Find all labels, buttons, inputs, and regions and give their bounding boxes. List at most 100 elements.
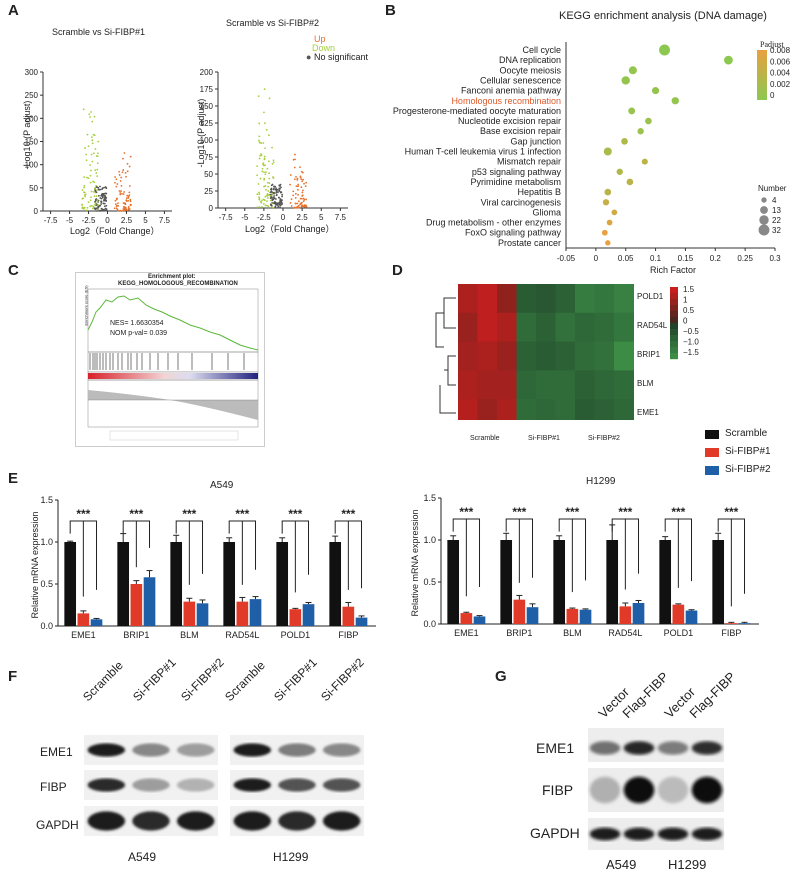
volcano-point [261,167,264,170]
bar [302,604,315,626]
gsea-curves [87,288,259,441]
panel-letter-d: D [392,262,403,279]
volcano-point [267,160,270,163]
heatmap-scale-cell [670,287,678,294]
volcano-ytick-label: 50 [29,184,38,193]
bar-category-label: BRIP1 [506,628,532,638]
bar-category-label: EME1 [71,630,96,640]
kegg-bubble [604,188,612,196]
number-legend-dot [761,197,767,203]
number-legend-label: 32 [772,226,781,235]
volcano-point [267,190,270,192]
volcano-point [102,192,105,195]
bar [329,542,342,626]
heatmap-cell [614,312,634,343]
volcano-point [90,190,93,193]
heatmap-scale-label: −1.0 [683,338,699,347]
bar [659,540,672,624]
heatmap-scale-cell [670,329,678,336]
volcano-point [120,190,122,192]
heatmap-cell [536,370,556,400]
volcano-point [269,197,272,200]
heatmap-cell [575,341,595,371]
volcano-point [273,192,275,195]
volcano-point [127,197,130,199]
blot-band [322,778,361,792]
volcano-point [265,188,267,191]
sig-stars: *** [182,507,196,521]
heatmap-cell [458,284,478,314]
volcano-point [93,115,96,118]
volcano-point [100,193,103,196]
volcano-ytick-label: 200 [25,114,39,123]
blot-band [278,811,316,831]
volcano-point [294,202,297,205]
volcano-point [125,197,128,200]
kegg-term: Cell cycle [522,45,561,55]
volcano-point [258,193,261,196]
volcano-point [81,203,83,206]
kegg-xtick-label: 0.05 [618,254,634,263]
volcano-point [101,188,103,191]
volcano-point [90,169,92,172]
volcano-point [264,122,266,125]
volcano-point [127,195,130,198]
volcano-point [122,206,125,208]
heatmap-cell [536,399,556,420]
bar-category-label: BLM [563,628,582,638]
volcano-point [95,172,98,174]
volcano-point [130,204,132,206]
volcano-point [264,147,267,150]
kegg-bubble [724,55,733,65]
volcano-point [304,185,307,188]
panel-letter-f: F [8,668,18,685]
volcano-point [267,205,270,208]
kegg-title: KEGG enrichment analysis (DNA damage) [559,10,767,22]
volcano-point [265,128,268,131]
volcano-point [271,163,274,165]
bar-category-label: RAD54L [608,628,642,638]
volcano-point [296,177,299,180]
kegg-term: Human T-cell leukemia virus 1 infection [405,147,561,157]
volcano-point [123,152,126,154]
volcano-point [104,195,107,198]
blot-band [87,778,126,792]
bar-category-label: BLM [180,630,199,640]
volcano-point [297,193,299,196]
kegg-bubble [616,168,623,175]
volcano-point [260,201,263,204]
volcano-point [83,186,86,189]
volcano-point [262,162,265,165]
blot-band [589,827,621,841]
volcano-point [271,146,273,149]
volcano-point [278,202,281,205]
volcano-point [262,164,265,167]
volcano-point [301,194,304,197]
volcano-point [83,184,86,187]
volcano-legend-ns-label: No significant [313,52,368,62]
volcano-point [99,204,102,207]
gsea-pval: NOM p-val= 0.039 [110,330,167,337]
bar [342,606,355,626]
volcano-point [114,203,117,206]
bar [725,623,738,624]
kegg-bubble [628,66,637,75]
bar [738,623,751,624]
volcano-point [90,204,93,207]
volcano-xtick-label: -2.5 [257,213,271,222]
heatmap-cell [497,284,517,314]
volcano-point [301,171,304,174]
volcano-point [129,200,132,203]
volcano-point [94,207,97,210]
volcano2-xlabel: Log2（Fold Change） [245,224,335,234]
kegg-bubble [626,178,634,186]
heatmap-cell [458,399,478,420]
volcano-point [85,209,88,212]
volcano-point [260,206,263,208]
volcano-point [278,187,281,190]
kegg-term: Hepatitis B [517,187,561,197]
volcano-point [256,174,259,177]
heat-group-1: Si-FIBP#1 [528,435,560,442]
volcano-point [125,175,127,178]
blot-band [691,827,723,841]
